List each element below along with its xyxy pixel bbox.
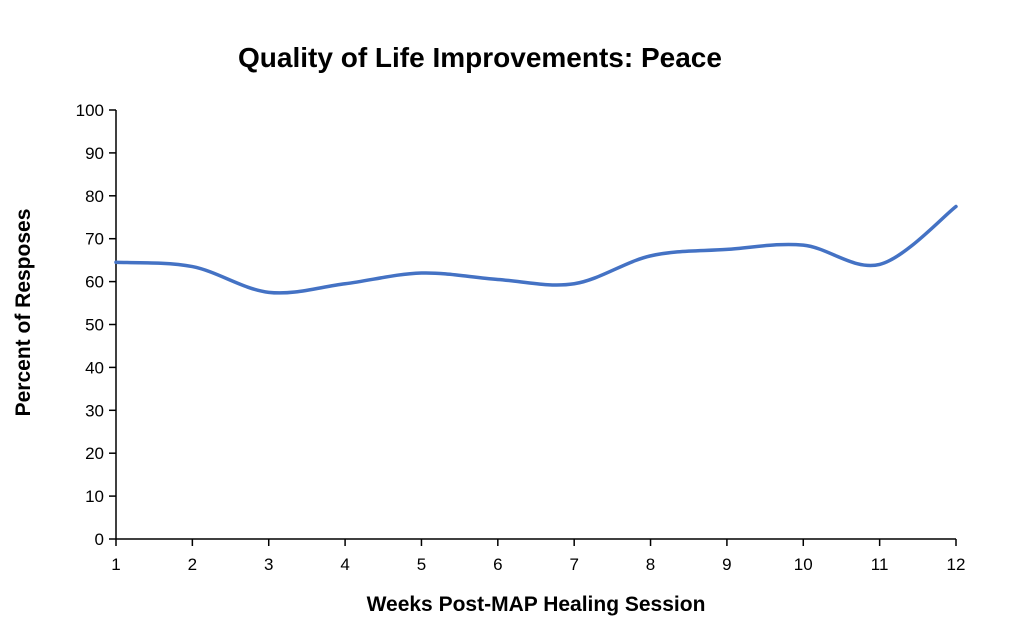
series-line-0 [114,204,958,295]
x-tick-label: 5 [417,555,426,574]
x-tick-label: 1 [111,555,120,574]
x-tick-label: 9 [722,555,731,574]
x-tick-label: 3 [264,555,273,574]
x-tick-label: 2 [188,555,197,574]
x-tick-label: 11 [871,555,889,574]
x-tick-label: 4 [340,555,349,574]
x-tick-label: 10 [794,555,813,574]
y-tick-label: 0 [95,530,104,549]
y-tick-label: 50 [85,316,104,335]
y-tick-label: 90 [85,144,104,163]
series-layer [114,204,958,295]
y-tick-label: 20 [85,444,104,463]
chart-title: Quality of Life Improvements: Peace [238,42,722,73]
x-axis-title: Weeks Post-MAP Healing Session [367,593,706,616]
x-tick-label: 8 [646,555,655,574]
y-axis: 0 10 20 30 40 50 60 70 80 90 100 [76,101,117,549]
y-tick-label: 60 [85,273,104,292]
y-tick-label: 30 [85,401,104,420]
x-tick-label: 7 [569,555,578,574]
y-axis-title: Percent of Resposes [12,209,35,417]
y-tick-label: 70 [85,230,104,249]
y-tick-label: 80 [85,187,104,206]
y-tick-label: 10 [85,487,104,506]
y-tick-label: 40 [85,358,104,377]
x-tick-label: 12 [947,555,966,574]
y-tick-label: 100 [76,101,104,120]
x-tick-label: 6 [493,555,502,574]
x-axis: 1 2 3 4 5 6 7 8 9 10 11 12 [111,538,966,574]
